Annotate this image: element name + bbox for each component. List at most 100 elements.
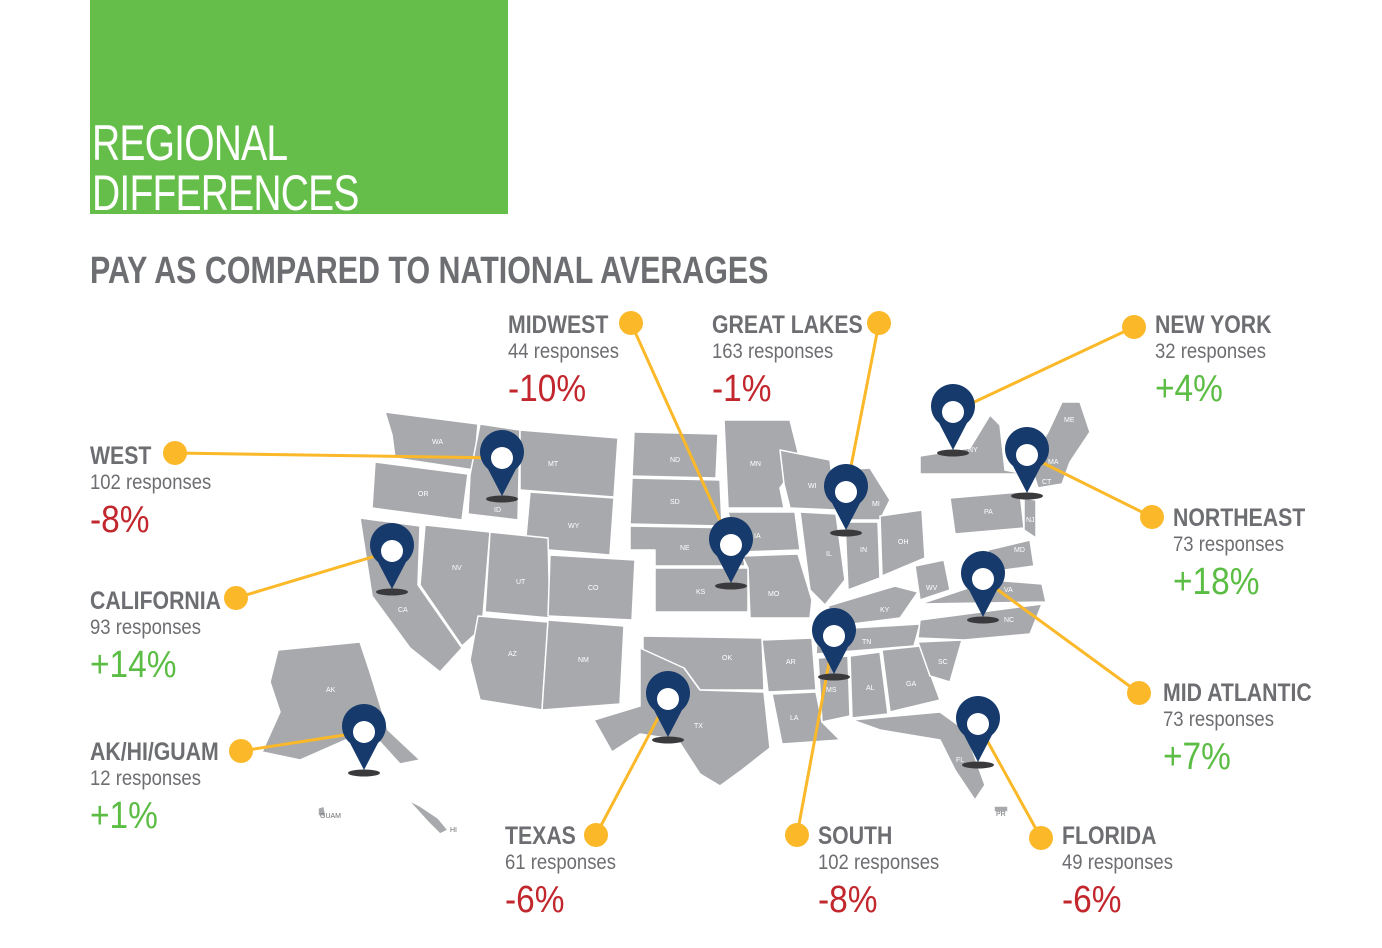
label-dot-ak-hi-guam	[229, 739, 253, 763]
state-label: KY	[880, 607, 890, 614]
state-label: MO	[768, 591, 780, 598]
state-label: MT	[548, 461, 559, 468]
pin-shadow	[818, 673, 850, 681]
page-subtitle: PAY AS COMPARED TO NATIONAL AVERAGES	[90, 250, 769, 292]
state-label: ND	[670, 457, 680, 464]
map-pin-icon-florida	[956, 696, 1000, 769]
state-label: WY	[568, 523, 580, 530]
pin-center	[491, 447, 513, 469]
region-name: MID ATLANTIC	[1163, 679, 1312, 707]
label-dot-south	[785, 823, 809, 847]
state-label: MN	[750, 461, 761, 468]
region-label-northeast: NORTHEAST 73 responses +18%	[1173, 505, 1329, 605]
pin-shadow	[967, 616, 999, 624]
state-co	[547, 554, 636, 621]
title-line-1: REGIONAL	[92, 115, 288, 171]
state-al	[849, 651, 889, 719]
connector-midwest	[629, 322, 733, 546]
state-label: MA	[1048, 459, 1059, 466]
state-label: UT	[516, 579, 526, 586]
connector-mid-atlantic	[982, 577, 1140, 695]
label-dot-northeast	[1140, 505, 1164, 529]
state-label: TN	[862, 639, 871, 646]
region-responses: 102 responses	[818, 851, 940, 874]
pin-center	[657, 688, 679, 710]
state-label: NE	[680, 545, 690, 552]
state-label: CA	[398, 607, 408, 614]
pin-shadow	[652, 736, 684, 744]
state-label: NC	[1004, 617, 1014, 624]
map-pin-icon-california	[370, 523, 414, 596]
region-label-south: SOUTH 102 responses -8%	[818, 823, 956, 923]
region-responses: 49 responses	[1062, 851, 1173, 874]
map-pin-icon-texas	[646, 671, 690, 744]
region-label-west: WEST 102 responses -8%	[90, 443, 228, 543]
region-name: MIDWEST	[508, 311, 609, 339]
state-label: ID	[494, 507, 501, 514]
connector-texas	[594, 698, 670, 836]
region-name: SOUTH	[818, 822, 893, 850]
state-label: GUAM	[320, 813, 341, 820]
state-label: GA	[906, 681, 916, 688]
map-pin-icon-mid-atlantic	[961, 551, 1006, 624]
island-pr	[993, 805, 1009, 813]
state-fl	[851, 711, 986, 801]
pin-center	[967, 713, 989, 735]
state-label: NJ	[1026, 517, 1035, 524]
label-dots	[163, 311, 1164, 850]
region-responses: 73 responses	[1163, 708, 1274, 731]
region-responses: 12 responses	[90, 767, 201, 790]
pin-center	[353, 721, 375, 743]
connector-west	[174, 451, 503, 460]
state-ar	[761, 637, 817, 693]
map-pin-icon-midwest	[709, 517, 753, 590]
page-title: REGIONAL DIFFERENCES	[92, 118, 359, 218]
pin-center	[1016, 444, 1038, 466]
region-change: -8%	[818, 879, 878, 921]
region-label-california: CALIFORNIA 93 responses +14%	[90, 588, 244, 688]
state-label: MI	[872, 501, 880, 508]
region-name: NEW YORK	[1155, 311, 1272, 339]
pin-shadow	[962, 761, 994, 769]
state-new-england	[1029, 401, 1091, 489]
label-dot-midwest	[619, 311, 643, 335]
state-label: NY	[968, 447, 978, 454]
label-dot-texas	[584, 823, 608, 847]
region-change: +14%	[90, 644, 177, 686]
state-label: MD	[1014, 547, 1025, 554]
region-responses: 44 responses	[508, 340, 619, 363]
state-label: AK	[326, 687, 336, 694]
state-sc	[917, 639, 963, 683]
region-label-texas: TEXAS 61 responses -6%	[505, 823, 631, 923]
title-line-2: DIFFERENCES	[92, 165, 359, 221]
connector-lines	[174, 322, 1153, 839]
region-label-mid-atlantic: MID ATLANTIC 73 responses +7%	[1163, 680, 1338, 780]
state-in	[844, 521, 881, 591]
region-responses: 61 responses	[505, 851, 616, 874]
region-label-ak-hi-guam: AK/HI/GUAM 12 responses +1%	[90, 739, 241, 839]
state-label: KS	[696, 589, 706, 596]
state-label: OR	[418, 491, 429, 498]
region-label-new-york: NEW YORK 32 responses +4%	[1155, 312, 1292, 412]
state-label: IN	[860, 547, 867, 554]
connector-great-lakes	[844, 322, 881, 493]
region-responses: 163 responses	[712, 340, 834, 363]
state-ny	[919, 414, 1026, 475]
island-guam	[317, 805, 327, 817]
state-ks	[654, 567, 749, 613]
title-banner	[90, 0, 508, 214]
pin-shadow	[715, 582, 747, 590]
label-dot-mid-atlantic	[1127, 681, 1151, 705]
region-change: +1%	[90, 795, 158, 837]
state-label: WI	[808, 483, 817, 490]
pin-shadow	[376, 588, 408, 596]
pin-shadow	[937, 449, 969, 457]
pin-shadow	[830, 529, 862, 537]
region-label-great-lakes: GREAT LAKES 163 responses -1%	[712, 312, 889, 412]
region-label-midwest: MIDWEST 44 responses -10%	[508, 312, 634, 412]
connector-northeast	[1026, 453, 1153, 519]
region-name: FLORIDA	[1062, 822, 1157, 850]
state-label: IA	[754, 533, 761, 540]
pin-center	[942, 401, 964, 423]
pin-center	[720, 534, 742, 556]
